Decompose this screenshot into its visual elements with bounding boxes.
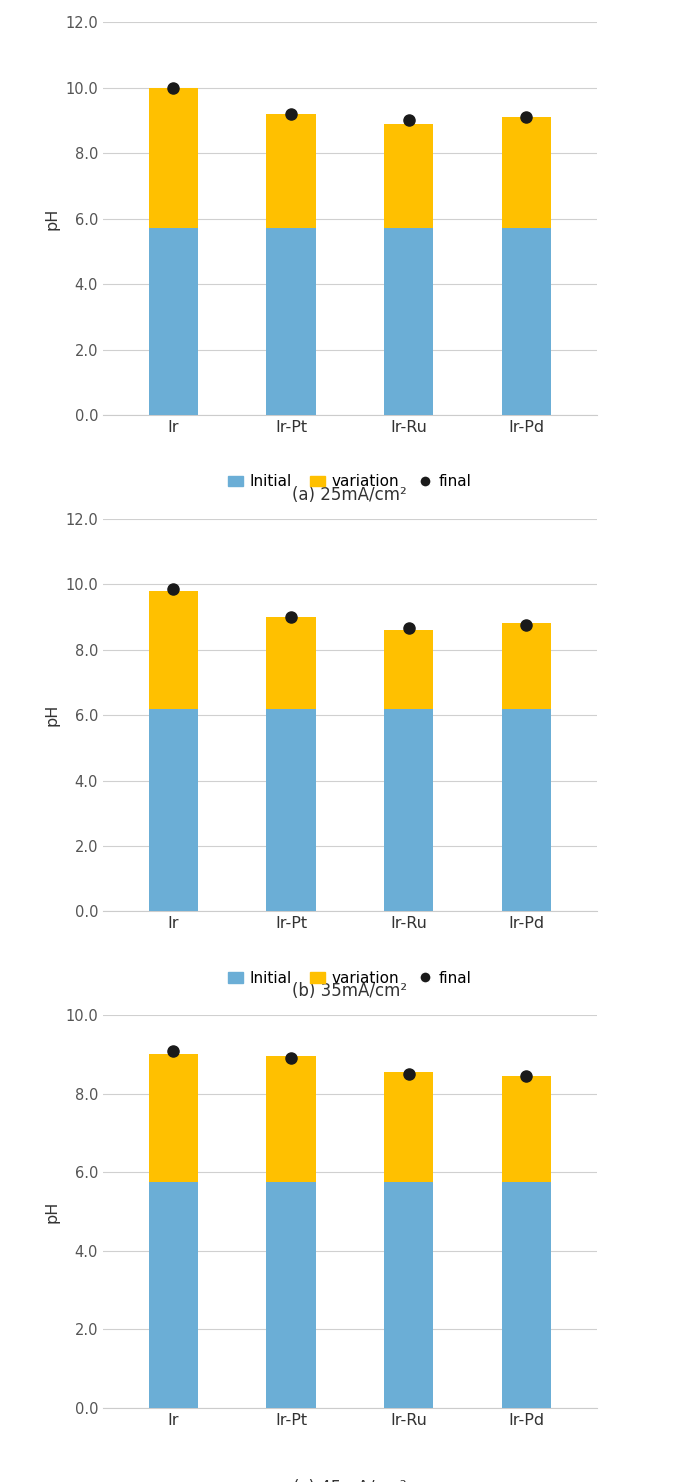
- Bar: [266, 1057, 316, 1183]
- Bar: [266, 114, 316, 228]
- Bar: [149, 1055, 198, 1183]
- Bar: [149, 708, 198, 911]
- Bar: [501, 228, 551, 415]
- Bar: [266, 708, 316, 911]
- Bar: [384, 1071, 434, 1183]
- Y-axis label: pH: pH: [45, 1200, 60, 1223]
- Bar: [384, 228, 434, 415]
- Bar: [149, 228, 198, 415]
- Legend: Initial, variation, final: Initial, variation, final: [222, 468, 477, 495]
- Bar: [501, 117, 551, 228]
- Text: (a) 25mA/cm²: (a) 25mA/cm²: [292, 486, 407, 504]
- Bar: [384, 123, 434, 228]
- Bar: [501, 1076, 551, 1183]
- Bar: [501, 624, 551, 708]
- Bar: [266, 617, 316, 708]
- Bar: [266, 1183, 316, 1408]
- Legend: Initial, variation, final: Initial, variation, final: [222, 965, 477, 991]
- Bar: [149, 1183, 198, 1408]
- Bar: [149, 87, 198, 228]
- Bar: [266, 228, 316, 415]
- Bar: [384, 708, 434, 911]
- Bar: [501, 1183, 551, 1408]
- Bar: [384, 1183, 434, 1408]
- Bar: [384, 630, 434, 708]
- Y-axis label: pH: pH: [45, 704, 60, 726]
- Bar: [149, 591, 198, 708]
- Y-axis label: pH: pH: [45, 207, 60, 230]
- Text: (b) 35mA/cm²: (b) 35mA/cm²: [292, 983, 407, 1000]
- Bar: [501, 708, 551, 911]
- Text: (c) 45mA/cm²: (c) 45mA/cm²: [293, 1479, 407, 1482]
